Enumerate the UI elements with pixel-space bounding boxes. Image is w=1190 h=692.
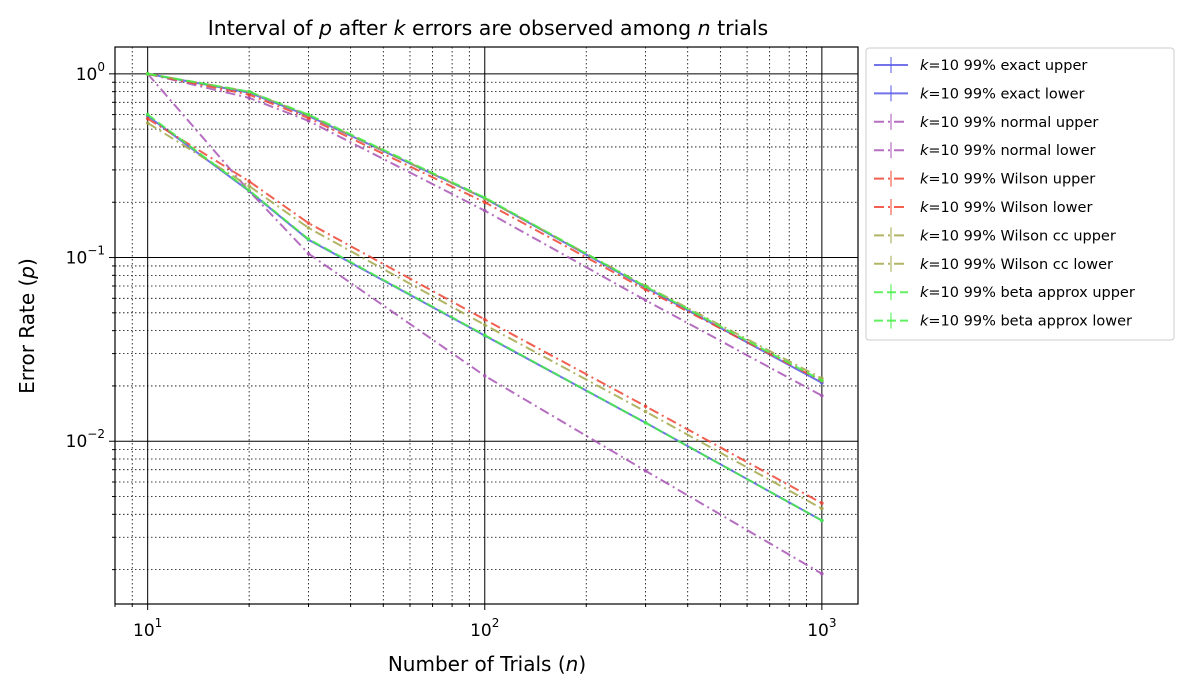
- data-point: [247, 179, 251, 184]
- series-99-wilson-lower: [145, 116, 824, 505]
- data-point: [482, 208, 487, 213]
- legend-label: k=10 99% beta approx lower: [920, 314, 1132, 330]
- data-point: [482, 333, 487, 337]
- series-line: [147, 117, 823, 505]
- legend-label: k=10 99% exact upper: [920, 58, 1087, 74]
- data-point: [482, 323, 487, 327]
- legend-item: k=10 99% Wilson cc upper: [874, 227, 1116, 244]
- axis-ticks: 101 102 103 100 10−1 10−2: [66, 60, 837, 641]
- data-point: [247, 188, 251, 193]
- legend-item: k=10 99% beta approx lower: [874, 312, 1132, 330]
- legend-label: k=10 99% normal lower: [920, 143, 1096, 159]
- data-point: [820, 518, 824, 523]
- legend-label: k=10 99% Wilson upper: [920, 172, 1095, 188]
- data-point: [820, 506, 824, 511]
- legend-item: k=10 99% exact lower: [874, 85, 1085, 102]
- data-point: [247, 184, 251, 188]
- series-line: [147, 72, 823, 382]
- data-point: [306, 251, 311, 256]
- data-point: [820, 378, 824, 383]
- data-point: [820, 571, 824, 576]
- legend-label: k=10 99% Wilson lower: [920, 200, 1092, 216]
- data-point: [482, 200, 487, 205]
- legend-label: k=10 99% exact lower: [920, 86, 1085, 102]
- data-point: [820, 393, 824, 398]
- data-point: [306, 237, 311, 241]
- data-point: [643, 287, 648, 292]
- data-point: [482, 195, 487, 200]
- legend-label: k=10 99% Wilson cc lower: [920, 257, 1113, 273]
- legend-item: k=10 99% Wilson upper: [874, 170, 1095, 188]
- y-tick-label: 100: [76, 60, 105, 85]
- legend-label: k=10 99% Wilson cc upper: [920, 228, 1116, 244]
- legend-frame: [865, 47, 1175, 341]
- data-point: [820, 501, 824, 505]
- data-point: [643, 420, 648, 425]
- x-tick-label: 101: [133, 616, 162, 641]
- data-point: [145, 72, 150, 76]
- series-line: [147, 122, 823, 510]
- legend-item: k=10 99% normal lower: [874, 142, 1096, 159]
- data-point: [482, 374, 487, 378]
- data-point: [306, 119, 311, 123]
- series-99-beta-approx-upper: [145, 72, 824, 383]
- data-point: [145, 116, 150, 121]
- series-line: [147, 113, 823, 522]
- data-point: [643, 469, 648, 473]
- legend-item: k=10 99% Wilson cc lower: [874, 255, 1113, 273]
- data-point: [643, 284, 648, 289]
- data-point: [145, 112, 150, 117]
- legend-item: k=10 99% exact upper: [874, 57, 1087, 74]
- y-axis-label: Error Rate (p): [15, 258, 39, 394]
- series-99-wilson-cc-lower: [145, 121, 824, 511]
- plot-area: [145, 72, 824, 576]
- data-point: [145, 121, 150, 125]
- chart-title: Interval of p after k errors are observe…: [208, 16, 769, 40]
- legend-item: k=10 99% normal upper: [874, 113, 1098, 131]
- data-point: [306, 226, 311, 230]
- x-axis-label: Number of Trials (n): [388, 652, 586, 676]
- data-point: [643, 409, 648, 414]
- legend: k=10 99% exact upper k=10 99% exact lower…: [865, 47, 1175, 341]
- data-point: [306, 116, 311, 120]
- series-line: [146, 73, 823, 575]
- data-point: [247, 92, 251, 97]
- data-point: [306, 112, 311, 117]
- legend-item: k=10 99% beta approx upper: [874, 284, 1135, 301]
- y-tick-label: 10−1: [66, 244, 105, 269]
- series-line: [147, 72, 823, 382]
- x-tick-label: 103: [807, 616, 836, 641]
- data-point: [482, 317, 487, 322]
- axes-frame: [114, 46, 859, 605]
- legend-item: k=10 99% Wilson lower: [874, 199, 1092, 216]
- series-line: [147, 72, 823, 397]
- data-point: [247, 96, 251, 100]
- data-point: [643, 298, 648, 303]
- legend-label: k=10 99% normal upper: [920, 115, 1098, 131]
- data-point: [643, 404, 648, 409]
- y-tick-label: 10−2: [66, 427, 105, 452]
- legend-label: k=10 99% beta approx upper: [920, 285, 1135, 301]
- series-99-beta-approx-lower: [145, 112, 824, 523]
- data-point: [247, 89, 251, 94]
- data-point: [306, 221, 311, 225]
- x-tick-label: 102: [470, 616, 499, 641]
